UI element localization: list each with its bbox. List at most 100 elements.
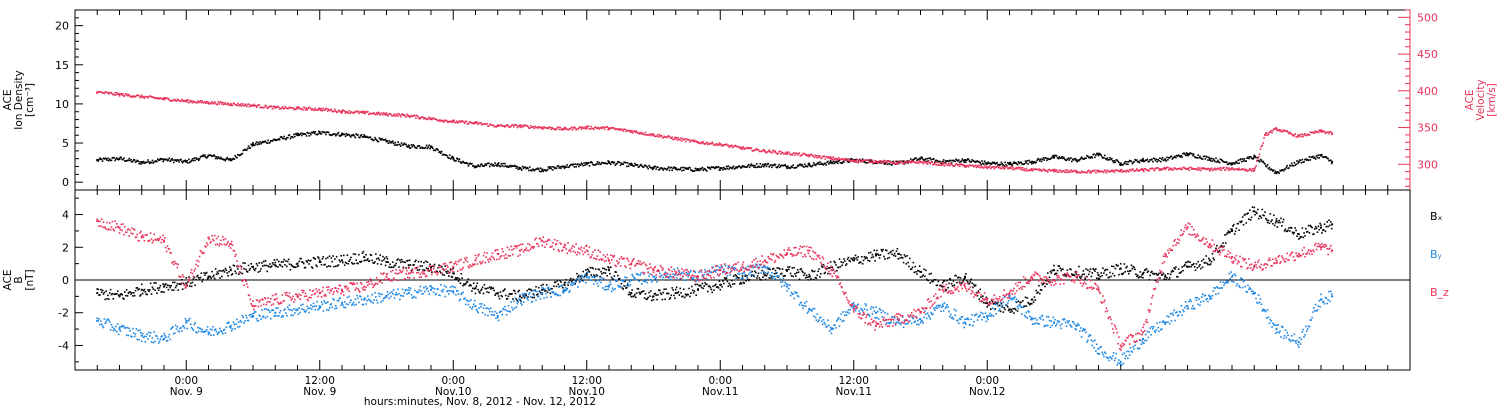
data-trace-point xyxy=(439,284,442,286)
data-trace-point xyxy=(215,103,218,106)
data-trace-point xyxy=(173,98,176,101)
data-trace-point xyxy=(511,124,513,126)
data-trace-point xyxy=(1150,159,1152,161)
data-trace-point xyxy=(343,301,346,303)
data-trace-point xyxy=(495,317,497,320)
data-trace-point xyxy=(149,161,152,164)
data-point xyxy=(608,269,610,272)
data-trace-point xyxy=(100,320,102,323)
data-trace-point xyxy=(341,132,343,135)
data-trace-point xyxy=(1024,160,1027,162)
data-trace-point xyxy=(957,164,959,167)
data-trace-point xyxy=(524,166,527,169)
data-trace-point xyxy=(626,165,628,168)
data-trace-point xyxy=(1207,167,1209,170)
data-trace-point xyxy=(771,166,773,169)
data-trace-point xyxy=(733,283,736,285)
data-trace-point xyxy=(132,327,134,330)
data-trace-point xyxy=(477,123,479,126)
data-trace-point xyxy=(587,162,590,164)
data-trace-point xyxy=(210,154,212,157)
data-trace-point xyxy=(251,144,253,147)
data-trace-point xyxy=(1232,162,1234,165)
data-trace-point xyxy=(1284,168,1287,171)
data-trace-point xyxy=(136,94,139,97)
data-trace-point xyxy=(947,160,949,162)
data-trace-point xyxy=(1279,169,1281,172)
data-trace-point xyxy=(1224,161,1226,163)
data-trace-point xyxy=(1083,158,1086,160)
data-trace-point xyxy=(274,138,277,141)
data-trace-point xyxy=(1249,167,1251,170)
data-trace-point xyxy=(415,117,417,119)
data-trace-point xyxy=(111,93,114,95)
data-trace-point xyxy=(116,157,118,159)
data-trace-point xyxy=(281,314,284,317)
data-trace-point xyxy=(997,301,999,304)
data-trace-point xyxy=(261,106,263,109)
data-trace-point xyxy=(508,165,511,168)
data-trace-point xyxy=(757,149,760,151)
data-trace-point xyxy=(197,159,200,162)
data-trace-point xyxy=(896,163,899,165)
data-trace-point xyxy=(1205,155,1207,158)
data-trace-point xyxy=(208,332,211,335)
data-trace-point xyxy=(471,290,473,292)
data-trace-point xyxy=(848,161,851,163)
data-trace-point xyxy=(445,119,447,122)
data-trace-point xyxy=(1112,161,1115,164)
data-trace-point xyxy=(432,291,435,294)
data-trace-point xyxy=(947,286,949,289)
data-trace-point xyxy=(861,263,864,265)
data-trace-point xyxy=(850,257,852,260)
data-trace-point xyxy=(897,161,900,164)
data-trace-point xyxy=(1297,135,1300,137)
data-trace-point xyxy=(351,134,354,137)
data-trace-point xyxy=(684,167,687,170)
data-trace-point xyxy=(462,120,464,123)
data-trace-point xyxy=(537,125,540,128)
data-trace-point xyxy=(367,136,370,139)
data-trace-point xyxy=(1025,305,1028,307)
data-trace-point xyxy=(549,126,552,129)
data-trace-point xyxy=(169,100,172,102)
data-trace-point xyxy=(677,291,680,293)
data-trace-point xyxy=(405,143,407,146)
data-trace-point xyxy=(1263,162,1265,164)
data-trace-point xyxy=(1188,265,1191,268)
data-trace-point xyxy=(974,164,977,167)
data-point xyxy=(140,288,143,291)
data-trace-point xyxy=(365,303,367,305)
data-trace-point xyxy=(998,166,1001,169)
data-trace-point xyxy=(144,161,147,164)
data-trace-point xyxy=(331,110,334,113)
data-trace-point xyxy=(1009,161,1012,164)
data-trace-point xyxy=(219,101,221,103)
data-trace-point xyxy=(1002,164,1005,166)
data-trace-point xyxy=(851,160,853,162)
data-trace-point xyxy=(1273,169,1275,172)
data-trace-point xyxy=(516,165,519,168)
data-trace-point xyxy=(610,161,613,163)
data-trace-point xyxy=(1182,152,1184,155)
data-trace-point xyxy=(233,323,236,326)
data-trace-point xyxy=(456,290,459,292)
data-point xyxy=(1053,156,1055,159)
data-trace-point xyxy=(747,279,750,282)
data-trace-point xyxy=(552,127,554,130)
data-trace-point xyxy=(1160,168,1163,170)
data-trace-point xyxy=(917,162,920,165)
data-trace-point xyxy=(1243,157,1246,160)
data-trace-point xyxy=(1079,157,1082,160)
data-trace-point xyxy=(423,117,425,120)
data-trace-point xyxy=(940,284,942,287)
data-trace-point xyxy=(99,323,101,326)
data-trace-point xyxy=(232,321,235,324)
data-trace-point xyxy=(859,159,861,161)
data-trace-point xyxy=(722,280,724,282)
data-trace-point xyxy=(1230,228,1232,230)
data-trace-point xyxy=(417,260,420,263)
data-trace-point xyxy=(374,292,376,294)
data-trace-point xyxy=(627,129,630,132)
data-trace-point xyxy=(1034,168,1037,170)
